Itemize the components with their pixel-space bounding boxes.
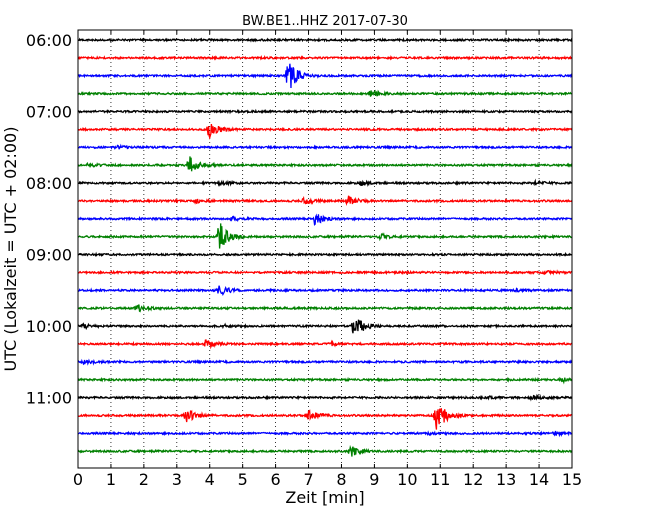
trace-line	[77, 408, 573, 430]
chart-title: BW.BE1..HHZ 2017-07-30	[242, 14, 408, 29]
x-tick-label: 12	[463, 470, 483, 489]
x-axis: 0 1 2 3 4 5 6 7 8 9 10 11 12 13 14 15	[73, 30, 582, 489]
trace-line	[77, 36, 573, 43]
trace-line	[77, 319, 573, 334]
trace-line	[77, 195, 573, 206]
y-tick-label: 07:00	[26, 103, 72, 122]
y-tick-label: 09:00	[26, 246, 72, 265]
x-tick-label: 14	[529, 470, 549, 489]
x-tick-label: 0	[73, 470, 83, 489]
x-tick-label: 2	[139, 470, 149, 489]
trace-line	[77, 108, 573, 115]
trace-line	[77, 430, 573, 438]
trace-line	[77, 376, 573, 385]
x-tick-label: 6	[271, 470, 281, 489]
trace-line	[77, 304, 573, 313]
y-axis-label: UTC (Lokalzeit = UTC + 02:00)	[1, 127, 20, 372]
y-tick-label: 06:00	[26, 31, 72, 50]
trace-line	[77, 123, 573, 140]
trace-line	[77, 55, 573, 61]
trace-line	[77, 213, 573, 226]
x-tick-label: 7	[303, 470, 313, 489]
y-axis: 06:00 07:00 08:00 09:00 10:00 11:00	[26, 31, 572, 408]
y-tick-label: 10:00	[26, 317, 72, 336]
x-tick-label: 1	[106, 470, 116, 489]
x-tick-label: 13	[496, 470, 516, 489]
x-tick-label: 11	[430, 470, 450, 489]
x-tick-label: 5	[238, 470, 248, 489]
trace-line	[77, 358, 573, 366]
x-tick-label: 4	[205, 470, 215, 489]
trace-line	[77, 269, 573, 276]
plot-frame	[77, 29, 573, 469]
trace-line	[77, 251, 573, 258]
trace-line	[77, 223, 573, 249]
x-tick-label: 8	[336, 470, 346, 489]
traces	[77, 36, 573, 457]
x-tick-label: 9	[369, 470, 379, 489]
y-tick-label: 11:00	[26, 389, 72, 408]
trace-line	[77, 339, 573, 350]
trace-line	[77, 178, 573, 188]
trace-line	[77, 63, 573, 88]
grid	[110, 30, 540, 468]
x-axis-label: Zeit [min]	[285, 488, 364, 507]
trace-line	[77, 444, 573, 457]
trace-line	[77, 143, 573, 151]
x-tick-label: 15	[562, 470, 582, 489]
trace-line	[77, 156, 573, 172]
trace-line	[77, 285, 573, 296]
trace-line	[77, 393, 573, 402]
y-tick-label: 08:00	[26, 174, 72, 193]
x-tick-label: 3	[172, 470, 182, 489]
trace-line	[77, 89, 573, 97]
x-tick-label: 10	[397, 470, 417, 489]
